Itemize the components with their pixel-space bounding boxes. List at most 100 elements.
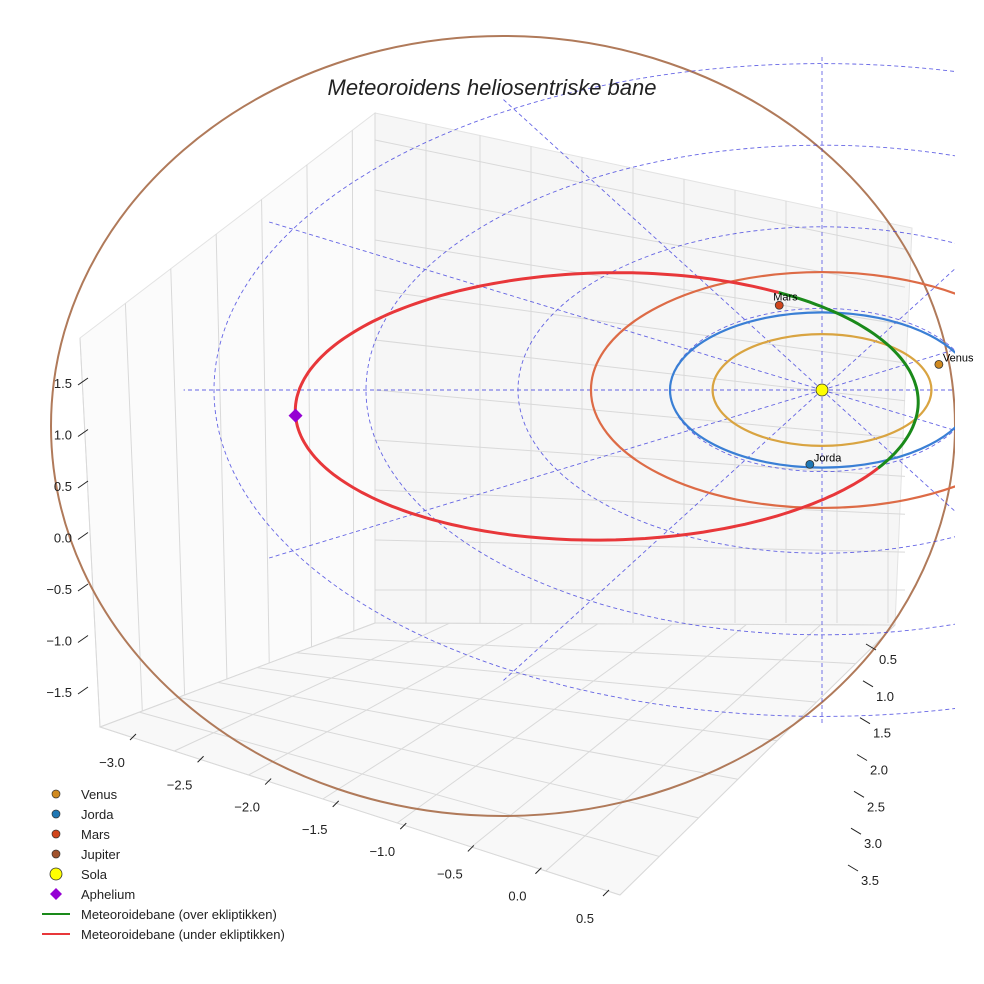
meteoroid-orbit: [293, 271, 920, 542]
legend-marker: [49, 867, 63, 881]
axes-panes: [79, 111, 913, 896]
venus-label: Venus: [943, 352, 974, 364]
x-tick: [399, 822, 407, 830]
mars-label: Mars: [773, 291, 798, 303]
grid-line: [215, 234, 228, 680]
z-tick: [77, 429, 89, 437]
chart-title: Meteoroidens heliosentriske bane: [328, 75, 657, 100]
jorda-orbit: [668, 311, 955, 469]
z-tick: [77, 583, 89, 592]
legend-label: Aphelium: [81, 887, 135, 902]
grid-line: [374, 139, 906, 250]
grid-line: [471, 624, 747, 848]
z-tick: [77, 686, 89, 695]
y-tick: [856, 754, 868, 761]
grid-line: [99, 726, 621, 896]
grid-line: [374, 389, 906, 440]
legend-label: Sola: [81, 867, 108, 882]
grid-line: [374, 289, 906, 364]
grid-line: [296, 652, 817, 703]
y-tick-label: 2.0: [870, 763, 888, 778]
y-tick-label: 3.5: [861, 873, 879, 888]
x-tick: [197, 755, 204, 763]
y-tick-label: 1.0: [876, 689, 894, 704]
venus-orbit: [711, 333, 933, 447]
legend-label: Venus: [81, 787, 118, 802]
grid-line: [257, 667, 778, 742]
legend-marker: [50, 888, 62, 900]
grid-line: [124, 303, 143, 712]
z-tick-label: −0.5: [46, 582, 72, 597]
legend-label: Jupiter: [81, 847, 121, 862]
x-tick-label: −1.0: [369, 844, 395, 859]
y-tick-label: 3.0: [864, 836, 882, 851]
y-tick-label: 0.5: [879, 652, 897, 667]
legend-label: Meteoroidebane (over ekliptikken): [81, 907, 277, 922]
venus-marker: [934, 359, 944, 369]
x-tick-label: −1.5: [302, 822, 328, 837]
axis-ticks: −1.5 −1.0 −0.5 0.0 0.5 1.0 1.5 −3.0 −2.5 −2.0 −1.5…: [46, 376, 897, 926]
grid-line: [306, 164, 313, 648]
meteoroid-orbit-below: [293, 271, 879, 542]
ecliptic-spoke: [268, 389, 823, 559]
y-tick-label: 2.5: [867, 799, 885, 814]
x-tick: [602, 889, 610, 897]
legend-marker: [51, 809, 61, 819]
y-tick-label: 1.5: [873, 726, 891, 741]
z-tick-label: −1.5: [46, 685, 72, 700]
grid-line: [545, 624, 822, 872]
grid-line: [79, 337, 101, 728]
y-tick: [850, 827, 862, 835]
x-tick-label: −2.5: [167, 777, 193, 792]
planet-orbits: [589, 270, 955, 510]
grid-line: [335, 637, 856, 665]
x-tick: [467, 845, 475, 852]
ecliptic-ring: [213, 63, 955, 717]
grid-line: [619, 624, 896, 896]
legend: Venus Jorda Mars Jupiter Sola Aphelium Meteoro…: [42, 787, 285, 942]
grid-line: [170, 268, 186, 696]
jorda-marker: [805, 459, 815, 469]
legend-marker: [51, 789, 61, 799]
grid-line: [374, 189, 906, 288]
sun-marker: [815, 383, 829, 397]
x-tick-label: 0.0: [508, 889, 526, 904]
y-tick: [847, 864, 859, 872]
x-tick-label: −3.0: [99, 755, 125, 770]
grid-line: [178, 696, 699, 819]
x-tick-label: −2.0: [234, 800, 260, 815]
legend-marker: [51, 829, 61, 839]
aphelion-marker: [288, 408, 303, 423]
ecliptic-spoke: [268, 221, 823, 391]
y-tick: [865, 643, 877, 651]
x-tick: [264, 778, 272, 785]
grid-line: [374, 439, 906, 477]
markers: Venus Mars Jorda: [288, 291, 974, 469]
y-tick: [859, 717, 871, 725]
jupiter-orbit: [50, 35, 955, 817]
legend-marker: [51, 849, 61, 859]
z-tick: [77, 480, 89, 489]
gridlines: [79, 113, 906, 896]
legend-label: Meteoroidebane (under ekliptikken): [81, 927, 285, 942]
x-tick: [129, 733, 137, 741]
left-pane: [79, 111, 376, 728]
meteoroid-orbit-above: [778, 291, 920, 470]
grid-line: [396, 623, 673, 824]
grid-line: [374, 239, 906, 326]
grid-line: [248, 623, 524, 776]
grid-line: [351, 130, 355, 632]
ecliptic-ring: [669, 307, 955, 473]
jorda-label: Jorda: [814, 452, 842, 464]
y-tick: [862, 680, 874, 688]
x-tick-label: −0.5: [437, 866, 463, 881]
grid-line: [374, 539, 906, 553]
mars-marker: [774, 300, 784, 310]
mars-orbit: [589, 270, 955, 510]
grid-line: [322, 623, 599, 800]
z-tick: [77, 635, 89, 643]
grid-line: [374, 489, 906, 515]
ecliptic-ring: [365, 144, 955, 636]
z-tick: [77, 532, 89, 540]
